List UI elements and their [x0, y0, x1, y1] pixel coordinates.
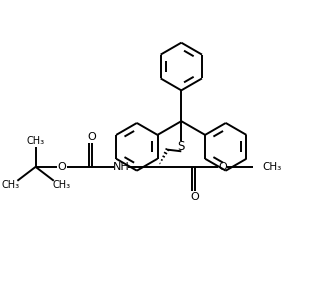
Text: S: S: [178, 140, 185, 152]
Text: CH₃: CH₃: [262, 162, 282, 172]
Text: CH₃: CH₃: [52, 180, 70, 190]
Text: O: O: [58, 162, 67, 172]
Text: O: O: [87, 132, 96, 142]
Text: O: O: [218, 162, 227, 172]
Text: CH₃: CH₃: [27, 136, 45, 146]
Text: CH₃: CH₃: [1, 180, 19, 190]
Text: O: O: [190, 192, 199, 202]
Text: NH: NH: [113, 162, 130, 172]
